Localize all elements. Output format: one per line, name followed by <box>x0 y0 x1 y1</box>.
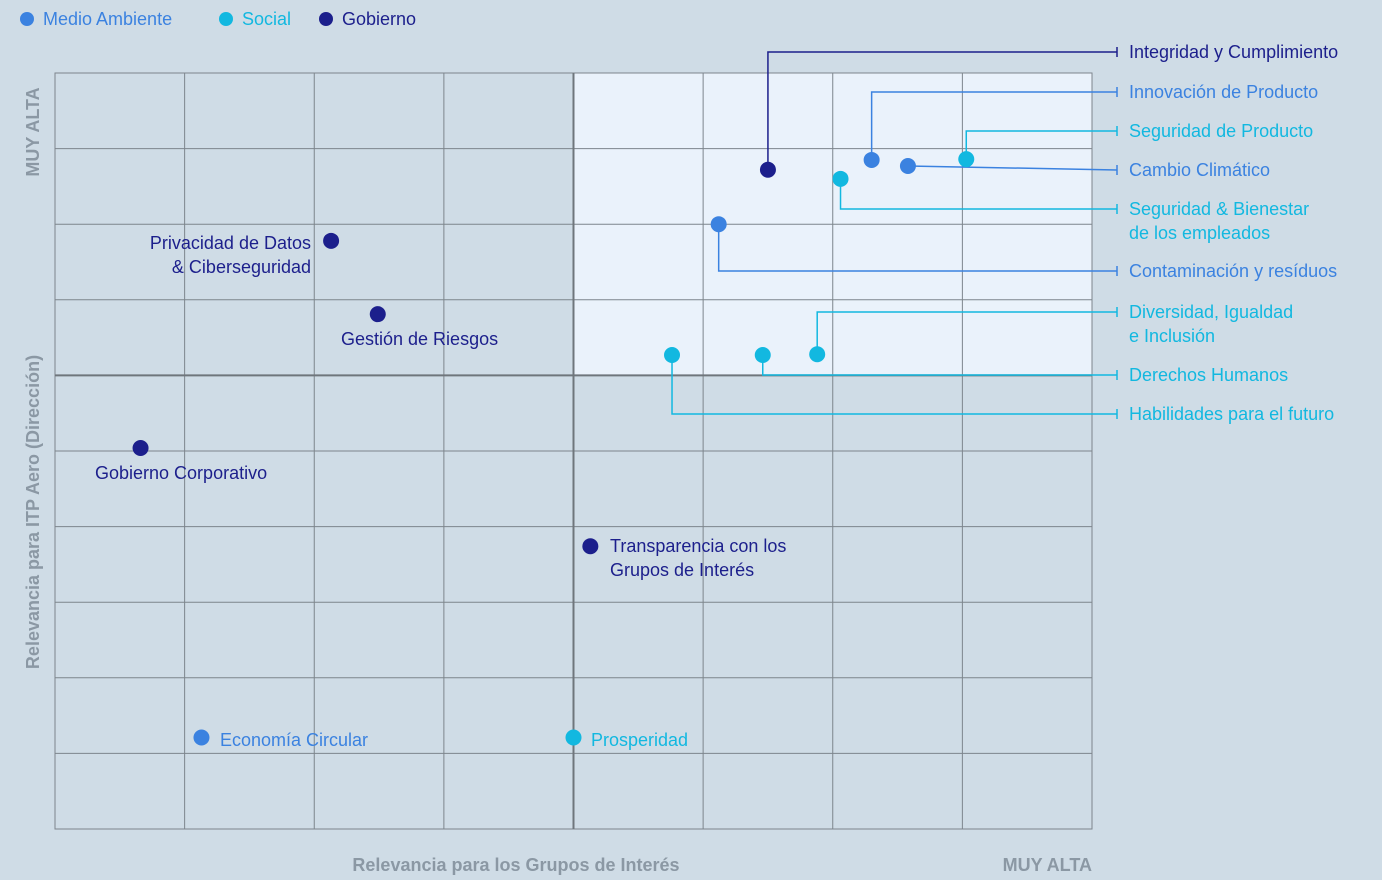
point-diversidad-igualdad-e-inclusion <box>809 346 826 363</box>
point-habilidades-para-el-futuro <box>664 346 681 363</box>
point-privacidad-de-datos-ciberseguridad <box>323 232 340 249</box>
label-gestion-de-riesgos: Gestión de Riesgos <box>341 329 498 349</box>
label-economia-circular: Economía Circular <box>220 730 368 750</box>
point-cambio-climatico <box>899 157 916 174</box>
point-gestion-de-riesgos <box>369 306 386 323</box>
point-contaminacion-y-residuos <box>710 216 727 233</box>
leader-habilidades-para-el-futuro <box>671 354 1117 415</box>
data-points <box>132 151 975 746</box>
label-gobierno-corporativo: Gobierno Corporativo <box>95 463 267 483</box>
legend-entry-social: Social <box>242 9 291 29</box>
leader-integridad-y-cumplimiento <box>767 51 1117 170</box>
point-innovacion-de-producto <box>863 151 880 168</box>
point-labels: Privacidad de Datos & Ciberseguridad Gesti… <box>95 42 1338 750</box>
label-contaminacion-y-residuos: Contaminación y resíduos <box>1129 261 1337 281</box>
x-axis-title: Relevancia para los Grupos de Interés <box>352 855 679 875</box>
legend-entry-medio-ambiente: Medio Ambiente <box>43 9 172 29</box>
legend-dot-social <box>219 12 233 26</box>
leader-seguridad-bienestar-de-los-empleados <box>839 178 1117 210</box>
label-prosperidad: Prosperidad <box>591 730 688 750</box>
point-integridad-y-cumplimiento <box>759 161 776 178</box>
point-derechos-humanos <box>754 346 771 363</box>
label-integridad-y-cumplimiento: Integridad y Cumplimiento <box>1129 42 1338 62</box>
label-seguridad-de-producto: Seguridad de Producto <box>1129 121 1313 141</box>
label-transparencia-con-los-grupos-de-interes: Transparencia con los Grupos de Interés <box>610 536 786 580</box>
legend-entry-gobierno: Gobierno <box>342 9 416 29</box>
label-innovacion-de-producto: Innovación de Producto <box>1129 82 1318 102</box>
x-axis-max-label: MUY ALTA <box>1003 855 1092 875</box>
label-derechos-humanos: Derechos Humanos <box>1129 365 1288 385</box>
legend-dot-gobierno <box>319 12 333 26</box>
label-diversidad-igualdad-e-inclusion: Diversidad, Igualdad e Inclusión <box>1129 302 1293 346</box>
label-habilidades-para-el-futuro: Habilidades para el futuro <box>1129 404 1334 424</box>
legend: Medio Ambiente Social Gobierno <box>20 9 416 29</box>
leader-cambio-climatico <box>907 165 1118 171</box>
point-gobierno-corporativo <box>132 439 149 456</box>
y-axis-max-label: MUY ALTA <box>23 87 43 176</box>
leader-diversidad-igualdad-e-inclusion <box>816 311 1117 355</box>
leader-innovacion-de-producto <box>870 91 1117 160</box>
label-cambio-climatico: Cambio Climático <box>1129 160 1270 180</box>
legend-dot-medio-ambiente <box>20 12 34 26</box>
point-seguridad-bienestar-de-los-empleados <box>832 170 849 187</box>
y-axis-title: Relevancia para ITP Aero (Dirección) <box>23 355 43 669</box>
leader-seguridad-de-producto <box>965 130 1117 160</box>
point-seguridad-de-producto <box>958 151 975 168</box>
point-economia-circular <box>193 729 210 746</box>
leader-contaminacion-y-residuos <box>717 224 1117 272</box>
label-privacidad-de-datos-ciberseguridad: Privacidad de Datos & Ciberseguridad <box>150 233 311 277</box>
label-seguridad-bienestar-de-los-empleados: Seguridad & Bienestar de los empleados <box>1129 199 1309 243</box>
point-prosperidad <box>565 729 582 746</box>
point-transparencia-con-los-grupos-de-interes <box>582 538 599 555</box>
